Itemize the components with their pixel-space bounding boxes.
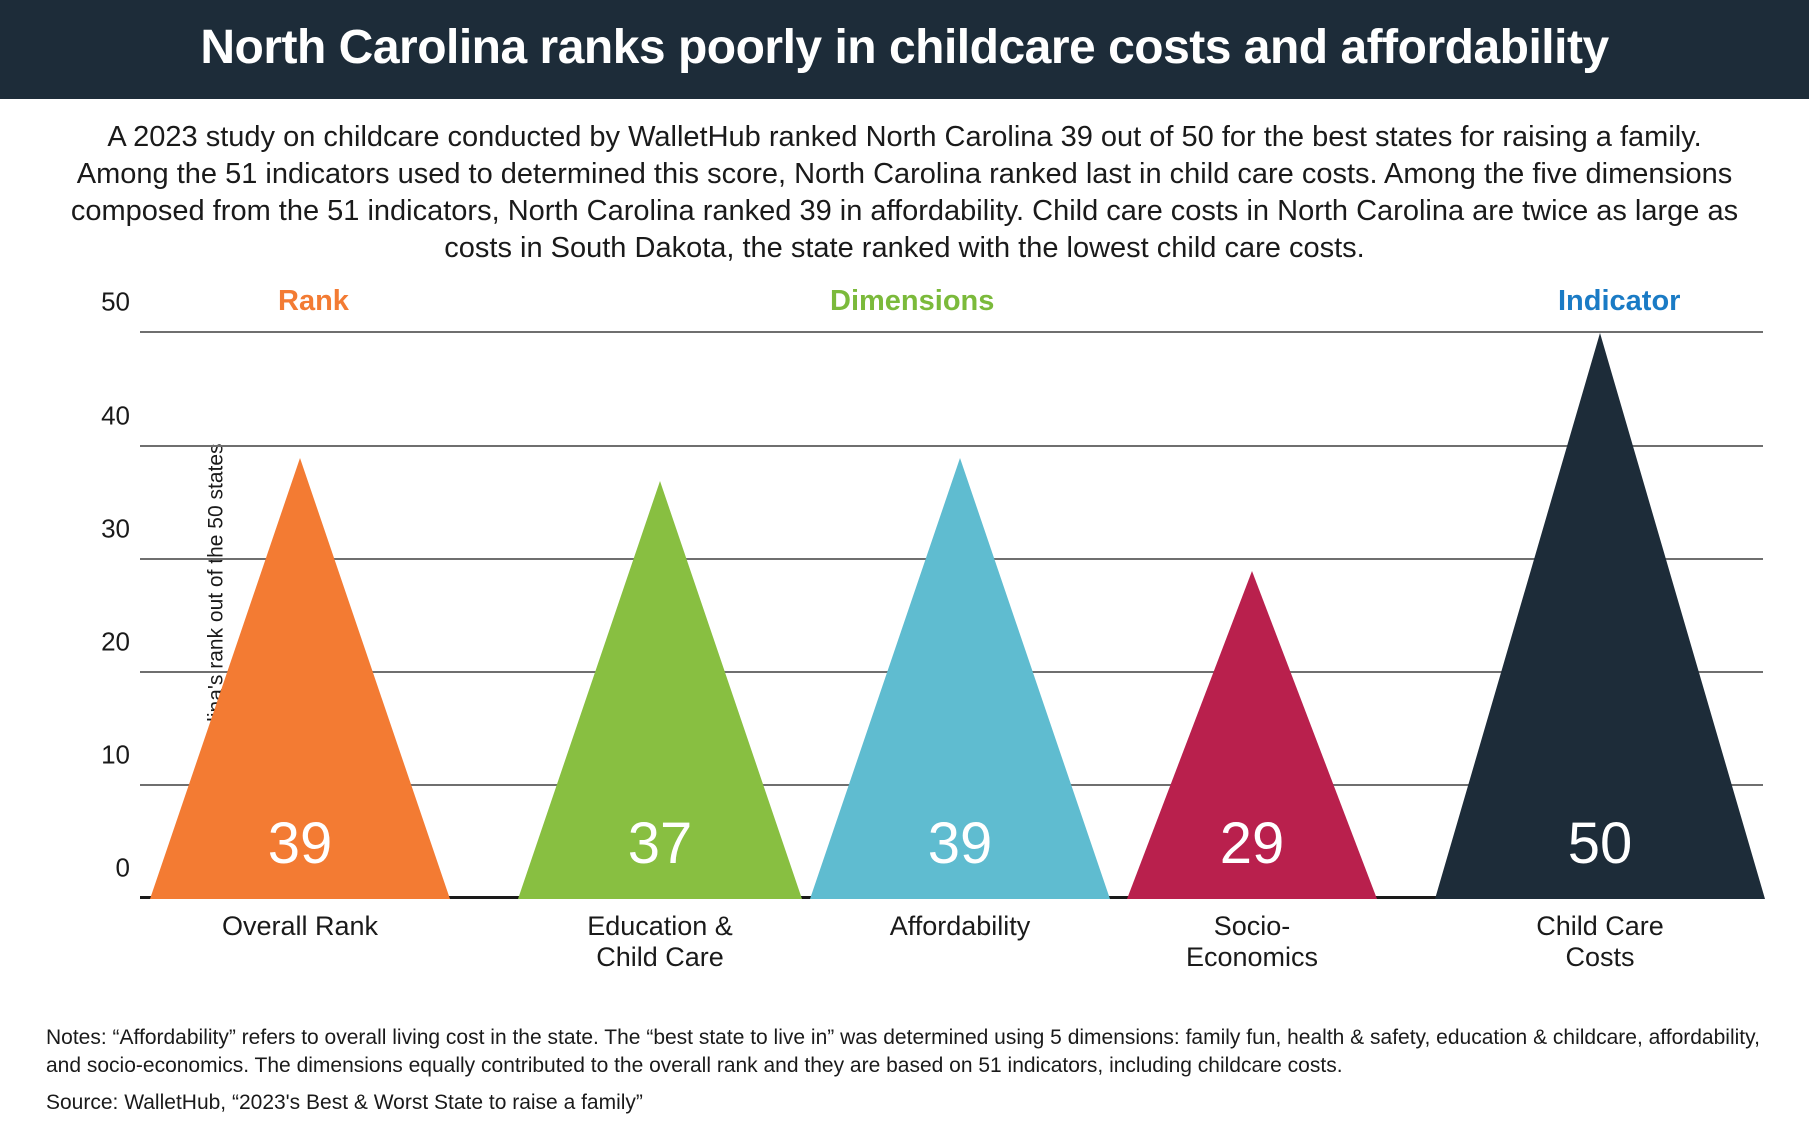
chart-plot-area: 0102030405039Overall Rank37Education & C… <box>140 333 1763 899</box>
chart-x-label: Education & Child Care <box>587 899 733 973</box>
title-bar: North Carolina ranks poorly in childcare… <box>0 0 1809 99</box>
y-tick-label: 0 <box>116 853 130 884</box>
subtitle-paragraph: A 2023 study on childcare conducted by W… <box>0 99 1809 281</box>
y-tick-label: 30 <box>101 513 130 544</box>
chart-x-label: Affordability <box>890 899 1031 942</box>
category-label-indicator: Indicator <box>1558 285 1680 318</box>
chart-value-label: 50 <box>1568 810 1633 877</box>
footer-notes: Notes: “Affordability” refers to overall… <box>46 1024 1763 1079</box>
footer-source: Source: WalletHub, “2023's Best & Worst … <box>46 1089 1763 1117</box>
chart-container: North Carolina's rank out of the 50 stat… <box>92 333 1763 935</box>
y-tick-label: 40 <box>101 400 130 431</box>
chart-value-label: 39 <box>268 810 333 877</box>
infographic-page: North Carolina ranks poorly in childcare… <box>0 0 1809 1137</box>
footer: Notes: “Affordability” refers to overall… <box>46 1024 1763 1117</box>
y-tick-label: 50 <box>101 287 130 318</box>
chart-value-label: 39 <box>928 810 993 877</box>
chart-x-label: Socio- Economics <box>1186 899 1318 973</box>
y-tick-label: 20 <box>101 627 130 658</box>
y-tick-label: 10 <box>101 740 130 771</box>
category-label-dimensions: Dimensions <box>830 285 994 318</box>
category-label-rank: Rank <box>278 285 349 318</box>
chart-x-label: Child Care Costs <box>1519 899 1682 973</box>
chart-value-label: 37 <box>628 810 693 877</box>
page-title: North Carolina ranks poorly in childcare… <box>0 20 1809 75</box>
category-label-row: Rank Dimensions Indicator <box>0 285 1809 327</box>
chart-value-label: 29 <box>1220 810 1285 877</box>
chart-x-label: Overall Rank <box>222 899 378 942</box>
